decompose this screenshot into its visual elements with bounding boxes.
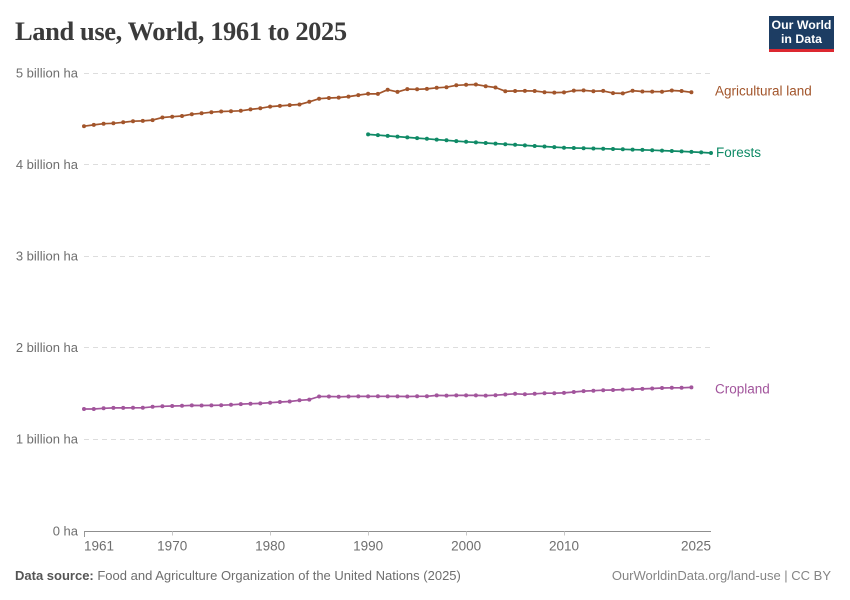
svg-text:0 ha: 0 ha bbox=[53, 524, 79, 539]
svg-text:Agricultural land: Agricultural land bbox=[715, 84, 812, 99]
svg-text:3 billion ha: 3 billion ha bbox=[16, 249, 79, 264]
svg-text:1 billion ha: 1 billion ha bbox=[16, 432, 79, 447]
svg-text:5 billion ha: 5 billion ha bbox=[16, 66, 79, 81]
svg-text:2025: 2025 bbox=[681, 539, 711, 554]
svg-text:4 billion ha: 4 billion ha bbox=[16, 157, 79, 172]
svg-text:2000: 2000 bbox=[451, 539, 481, 554]
svg-text:1961: 1961 bbox=[84, 539, 114, 554]
svg-text:1980: 1980 bbox=[255, 539, 285, 554]
svg-text:1990: 1990 bbox=[353, 539, 383, 554]
svg-text:2010: 2010 bbox=[549, 539, 579, 554]
svg-text:1970: 1970 bbox=[157, 539, 187, 554]
svg-text:Forests: Forests bbox=[716, 145, 761, 160]
svg-text:2 billion ha: 2 billion ha bbox=[16, 340, 79, 355]
svg-text:Cropland: Cropland bbox=[715, 382, 770, 397]
